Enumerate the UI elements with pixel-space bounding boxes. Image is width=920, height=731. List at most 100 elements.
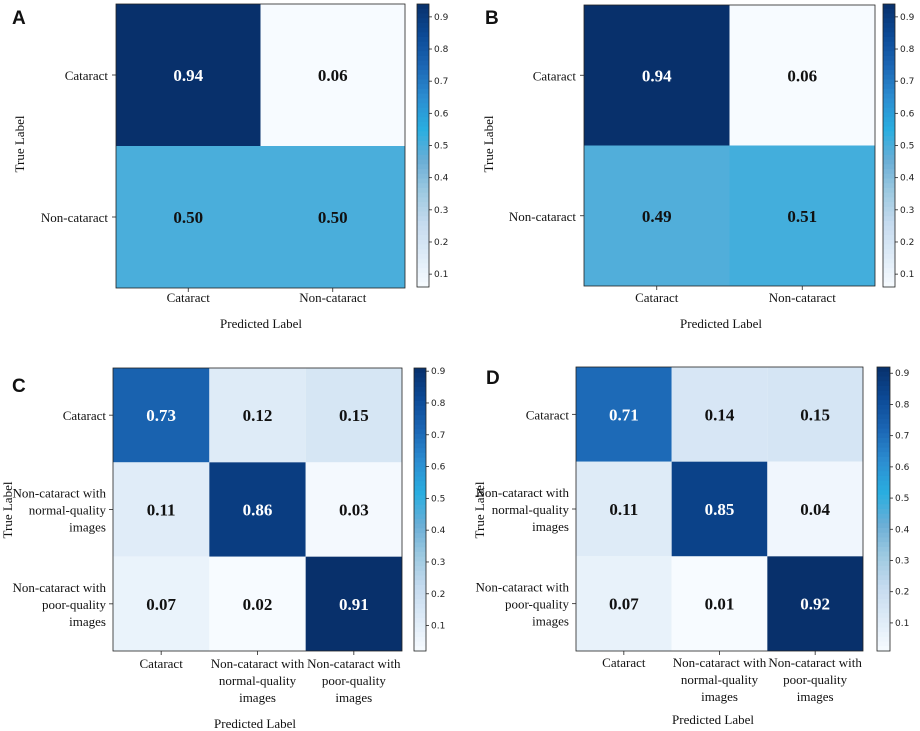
colorbar-segment — [877, 400, 890, 406]
colorbar-segment — [883, 103, 895, 109]
colorbar-segment — [414, 424, 426, 430]
colorbar-segment — [417, 37, 429, 43]
colorbar-segment — [883, 4, 895, 10]
colorbar-segment — [417, 126, 429, 132]
column-label: Cataract — [602, 655, 646, 670]
colorbar-segment — [414, 401, 426, 407]
heatmap-cell — [576, 556, 672, 651]
colorbar-segment — [883, 159, 895, 165]
colorbar-tick-label: 0.5 — [431, 494, 445, 504]
colorbar-segment — [414, 627, 426, 633]
colorbar-segment — [417, 27, 429, 33]
colorbar-segment — [417, 211, 429, 217]
heatmap-cell — [671, 556, 768, 651]
colorbar-segment — [417, 88, 429, 95]
colorbar-segment — [417, 164, 429, 170]
colorbar-segment — [877, 395, 890, 401]
cell-value-label: 0.49 — [642, 207, 672, 226]
colorbar-segment — [877, 523, 890, 529]
column-label: Cataract — [167, 290, 211, 305]
colorbar-segment — [417, 253, 429, 260]
colorbar-segment — [883, 37, 895, 43]
colorbar-segment — [877, 485, 890, 491]
colorbar-segment — [417, 154, 429, 161]
column-label: Non-cataract with — [673, 655, 767, 670]
colorbar-segment — [414, 584, 426, 591]
colorbar-segment — [414, 419, 426, 426]
colorbar-segment — [417, 18, 429, 24]
colorbar-segment — [877, 617, 890, 624]
colorbar-tick-label: 0.6 — [434, 109, 449, 119]
colorbar-segment — [883, 8, 895, 15]
colorbar-segment — [414, 514, 426, 520]
colorbar-segment — [883, 244, 895, 250]
colorbar-segment — [883, 249, 895, 255]
colorbar-segment — [417, 258, 429, 265]
colorbar-segment — [417, 159, 429, 165]
colorbar-segment — [417, 93, 429, 99]
colorbar-segment — [414, 368, 426, 374]
colorbar-segment — [417, 239, 429, 246]
colorbar-segment — [417, 244, 429, 250]
colorbar-tick-label: 0.7 — [431, 431, 445, 441]
colorbar-segment — [417, 84, 429, 90]
colorbar-segment — [417, 51, 429, 57]
colorbar-segment — [414, 632, 426, 638]
colorbar-segment — [414, 429, 426, 435]
cell-value-label: 0.11 — [609, 500, 638, 519]
colorbar-segment — [883, 173, 895, 180]
colorbar-segment — [414, 547, 426, 553]
heatmap-cell — [209, 556, 306, 651]
colorbar-segment — [877, 494, 890, 501]
colorbar-segment — [417, 197, 429, 203]
cell-value-label: 0.50 — [318, 208, 348, 227]
colorbar-segment — [414, 485, 426, 492]
y-axis-label: True Label — [472, 481, 487, 538]
colorbar-segment — [883, 136, 895, 142]
x-axis-label: Predicted Label — [214, 716, 296, 731]
cell-value-label: 0.50 — [173, 208, 203, 227]
colorbar-tick-label: 0.4 — [900, 174, 915, 184]
colorbar-segment — [877, 442, 890, 449]
colorbar-segment — [414, 646, 426, 652]
colorbar-segment — [883, 258, 895, 265]
colorbar-tick-label: 0.6 — [895, 463, 910, 473]
colorbar-segment — [877, 504, 890, 510]
colorbar-segment — [414, 551, 426, 558]
colorbar-segment — [877, 603, 890, 609]
colorbar-tick-label: 0.2 — [434, 238, 448, 248]
panel-d: D 0.71 0.14 0.15 0.11 0.85 0.04 0.07 0.01 0.92 Cat… — [472, 366, 910, 727]
colorbar-segment — [877, 632, 890, 638]
colorbar-segment — [877, 542, 890, 548]
colorbar-segment — [877, 622, 890, 628]
colorbar-segment — [414, 599, 426, 605]
x-axis-label: Predicted Label — [680, 316, 762, 331]
cell-value-label: 0.03 — [339, 501, 369, 520]
colorbar-segment — [883, 121, 895, 128]
colorbar-segment — [883, 263, 895, 269]
panel-label: D — [486, 368, 500, 389]
cell-value-label: 0.04 — [800, 500, 830, 519]
colorbar-tick-label: 0.9 — [895, 369, 910, 379]
heatmap-cell — [209, 368, 306, 463]
cell-value-label: 0.14 — [705, 405, 735, 424]
colorbar-segment — [877, 580, 890, 586]
colorbar-segment — [414, 391, 426, 397]
colorbar-frame — [413, 367, 427, 652]
panel-b: B 0.94 0.06 0.49 0.51 Cataract Non-cataract Cat… — [481, 3, 915, 331]
colorbar-segment — [417, 268, 429, 274]
heatmap-cell — [584, 5, 730, 146]
colorbar-segment — [417, 32, 429, 38]
colorbar-segment — [877, 466, 890, 472]
colorbar-tick-label: 0.7 — [434, 77, 448, 87]
colorbar-tick-label: 0.5 — [434, 142, 448, 152]
colorbar-segment — [883, 131, 895, 137]
colorbar-segment — [883, 117, 895, 123]
colorbar-segment — [877, 556, 890, 562]
y-axis-label: True Label — [12, 115, 27, 172]
colorbar-segment — [414, 617, 426, 624]
colorbar-segment — [883, 220, 895, 227]
colorbar-segment — [877, 636, 890, 643]
colorbar-tick-label: 0.1 — [434, 270, 448, 280]
colorbar-segment — [414, 481, 426, 487]
